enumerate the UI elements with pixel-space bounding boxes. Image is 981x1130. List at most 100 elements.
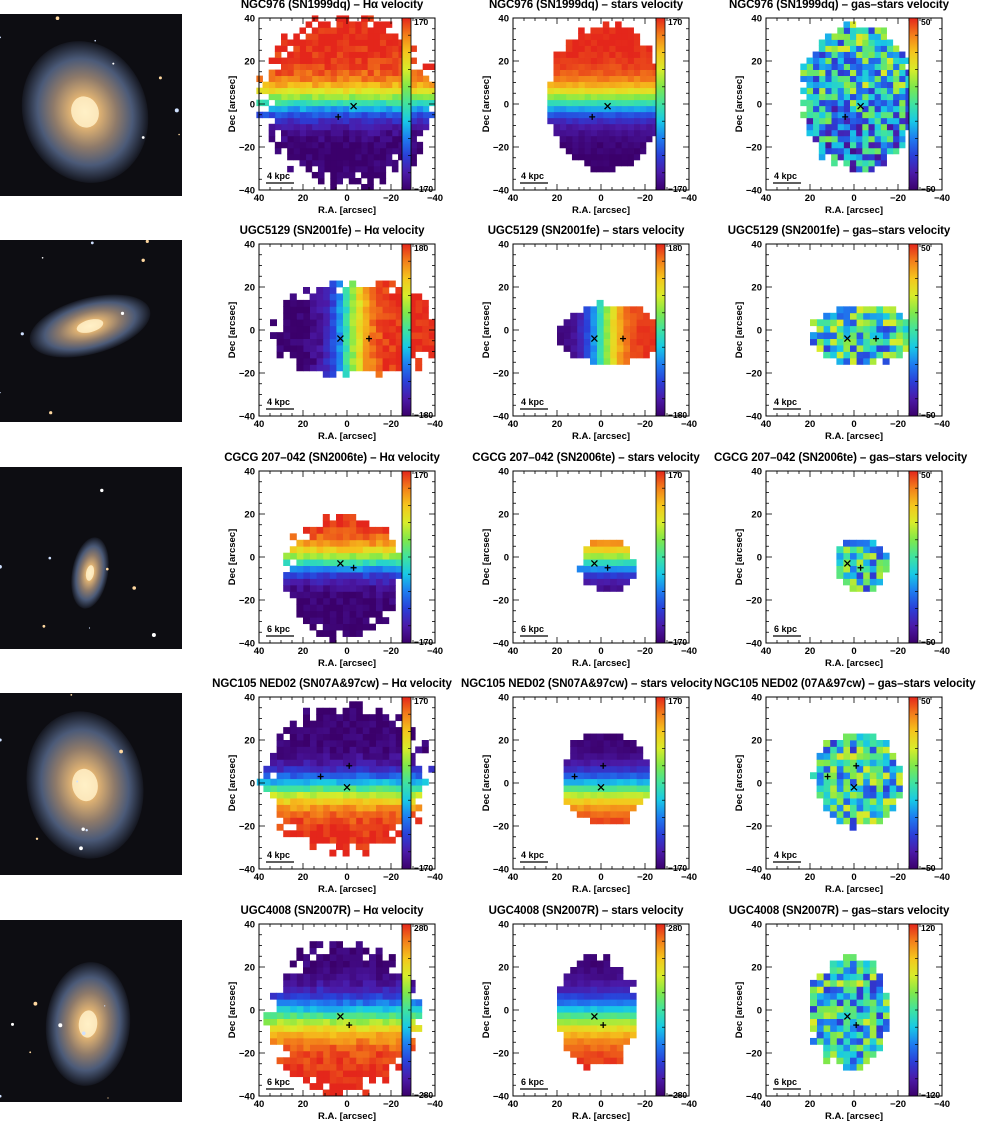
velocity-pixel [330, 100, 337, 106]
velocity-pixel [583, 1038, 590, 1045]
velocity-pixel [836, 817, 843, 824]
velocity-pixel [361, 40, 368, 46]
velocity-pixel [361, 130, 368, 136]
velocity-pixel [323, 785, 330, 792]
velocity-pixel [369, 993, 376, 1000]
velocity-pixel [856, 82, 863, 88]
velocity-pixel [349, 805, 356, 812]
x-tick-label: 0 [344, 419, 349, 430]
velocity-pixel [382, 811, 389, 818]
velocity-pixel [356, 766, 363, 773]
velocity-pixel [843, 579, 850, 586]
velocity-pixel [349, 624, 356, 631]
velocity-pixel [843, 326, 850, 333]
velocity-pixel [369, 358, 376, 365]
velocity-pixel [634, 70, 641, 76]
velocity-pixel [429, 94, 436, 100]
velocity-pixel [553, 124, 560, 130]
velocity-pixel [887, 52, 894, 58]
velocity-pixel [263, 779, 270, 786]
velocity-pixel [615, 76, 622, 82]
velocity-pixel [329, 630, 336, 637]
velocity-pixel [623, 326, 630, 333]
velocity-pixel [869, 734, 876, 741]
velocity-pixel [880, 130, 887, 136]
velocity-pixel [356, 759, 363, 766]
velocity-pixel [275, 82, 282, 88]
velocity-pixel [578, 94, 585, 100]
velocity-pixel [603, 142, 610, 148]
velocity-pixel [887, 40, 894, 46]
velocity-pixel [863, 546, 870, 553]
velocity-pixel [889, 792, 896, 799]
velocity-pixel [874, 70, 881, 76]
velocity-pixel [395, 358, 402, 365]
velocity-pixel [863, 772, 870, 779]
velocity-pixel [874, 27, 881, 33]
velocity-pixel [422, 332, 429, 339]
velocity-pixel [610, 540, 617, 547]
velocity-pixel [277, 785, 284, 792]
velocity-pixel [386, 106, 393, 112]
velocity-pixel [823, 313, 830, 320]
velocity-pixel [837, 70, 844, 76]
velocity-pixel [343, 843, 350, 850]
velocity-pixel [597, 1038, 604, 1045]
velocity-pixel [356, 999, 363, 1006]
velocity-pixel [293, 148, 300, 154]
velocity-pixel [303, 824, 310, 831]
velocity-pixel [417, 148, 424, 154]
velocity-pixel [850, 579, 857, 586]
velocity-pixel [389, 980, 396, 987]
velocity-pixel [369, 954, 376, 961]
velocity-pixel [590, 94, 597, 100]
velocity-pixel [290, 973, 297, 980]
velocity-pixel [330, 64, 337, 70]
velocity-pixel [356, 843, 363, 850]
velocity-pixel [603, 339, 610, 346]
velocity-pixel [856, 766, 863, 773]
velocity-pixel [423, 124, 430, 130]
velocity-pixel [800, 100, 807, 106]
velocity-pixel [415, 300, 422, 307]
velocity-pixel [616, 559, 623, 566]
velocity-pixel [646, 52, 653, 58]
velocity-pixel [856, 585, 863, 592]
velocity-pixel [843, 772, 850, 779]
velocity-pixel [343, 33, 350, 39]
velocity-pixel [329, 339, 336, 346]
velocity-pixel [830, 746, 837, 753]
velocity-pixel [369, 339, 376, 346]
velocity-pixel [395, 332, 402, 339]
x-axis-label: R.A. [arcsec] [572, 205, 630, 216]
velocity-pixel [382, 980, 389, 987]
velocity-pixel [323, 1019, 330, 1026]
velocity-pixel [564, 326, 571, 333]
velocity-pixel [323, 1070, 330, 1077]
foreground-star [0, 739, 2, 742]
velocity-pixel [823, 319, 830, 326]
velocity-pixel [603, 540, 610, 547]
velocity-pixel [373, 21, 380, 27]
velocity-pixel [382, 961, 389, 968]
velocity-pixel [887, 106, 894, 112]
velocity-pixel [362, 850, 369, 857]
velocity-pixel [863, 358, 870, 365]
velocity-pixel [610, 345, 617, 352]
velocity-pixel [610, 1025, 617, 1032]
velocity-pixel [376, 1051, 383, 1058]
velocity-pixel [603, 112, 610, 118]
velocity-pixel [310, 559, 317, 566]
velocity-pixel [899, 58, 906, 64]
velocity-pixel [856, 94, 863, 100]
velocity-pixel [336, 1070, 343, 1077]
velocity-pixel [636, 766, 643, 773]
velocity-pixel [883, 339, 890, 346]
velocity-pixel [277, 759, 284, 766]
velocity-pixel [836, 358, 843, 365]
velocity-pixel [880, 82, 887, 88]
velocity-pixel [874, 94, 881, 100]
velocity-pixel [603, 154, 610, 160]
velocity-pixel [369, 714, 376, 721]
